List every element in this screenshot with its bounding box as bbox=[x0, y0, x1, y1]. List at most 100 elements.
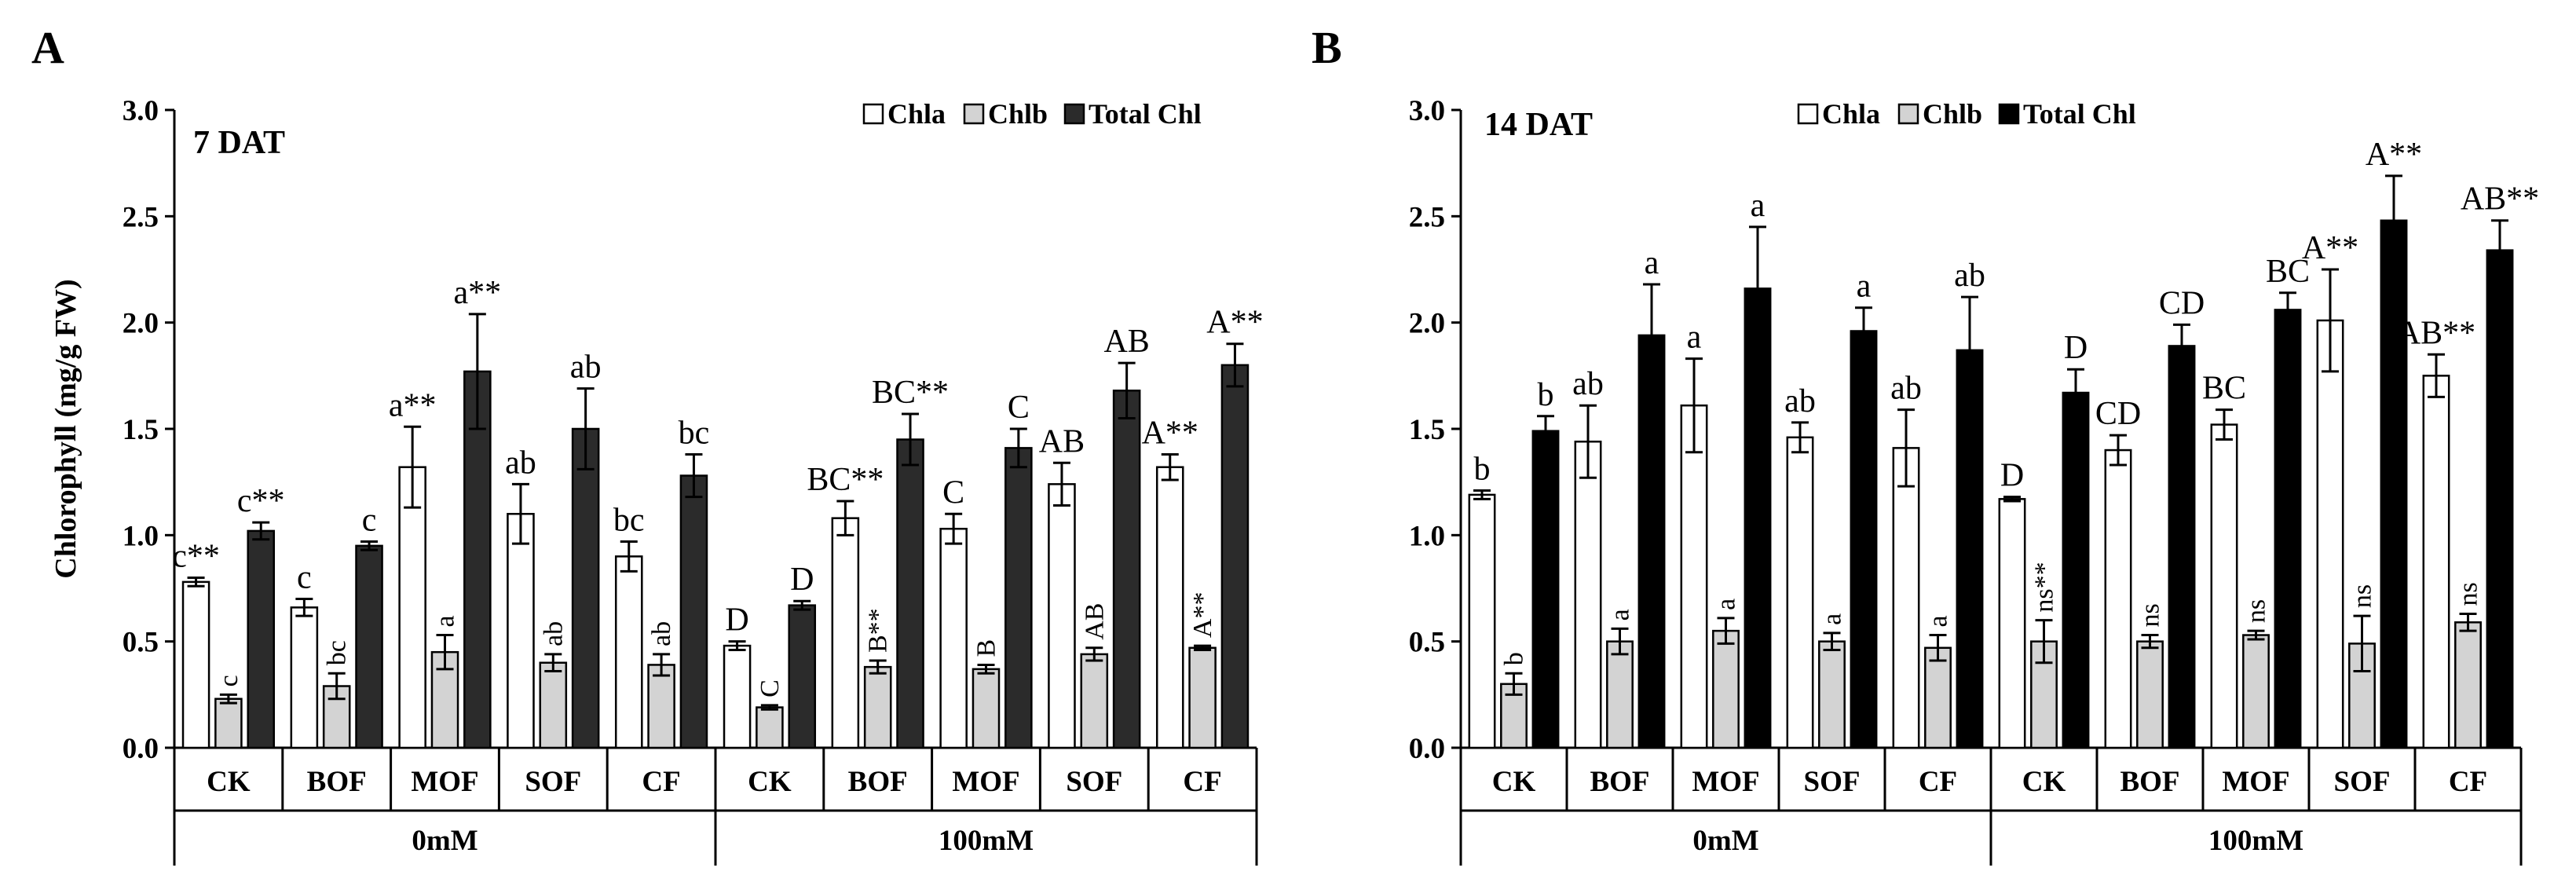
panel-b-bar-chlb bbox=[1924, 646, 1952, 749]
panel-b-significance-label: CD bbox=[2095, 396, 2141, 432]
panel-b-bar-total-chl bbox=[2380, 219, 2408, 749]
panel-b-legend-label-chlb: Chlb bbox=[1923, 98, 1982, 130]
panel-b-y-tick-label: 1.0 bbox=[1409, 520, 1445, 552]
panel-b-bar-chla bbox=[1786, 436, 1814, 749]
panel-a-bar-chlb bbox=[971, 668, 1001, 749]
panel-b-significance-label: D bbox=[2000, 458, 2024, 494]
panel-a-y-tick-label: 3.0 bbox=[123, 95, 159, 127]
panel-a-category-label: SOF bbox=[525, 766, 581, 798]
panel-b-significance-label: ns bbox=[2454, 582, 2483, 606]
panel-b-significance-label: ns bbox=[2348, 584, 2377, 608]
panel-a-significance-label: AB bbox=[1080, 603, 1109, 640]
panel-a-category-label: SOF bbox=[1066, 766, 1122, 798]
panel-b-bar-chla bbox=[2316, 319, 2344, 749]
panel-b-bar-chla bbox=[1892, 447, 1920, 749]
panel-a-category-label: MOF bbox=[952, 766, 1019, 798]
panel-a-significance-label: bc bbox=[323, 640, 352, 665]
panel-a-bar-total-chl bbox=[355, 544, 383, 749]
panel-b-significance-label: a bbox=[1924, 615, 1953, 627]
panel-a-bar-total-chl bbox=[247, 529, 276, 749]
panel-b-y-tick-label: 3.0 bbox=[1409, 95, 1445, 127]
panel-a-bar-chlb bbox=[539, 661, 568, 749]
panel-b-significance-label: BC bbox=[2266, 254, 2310, 290]
panel-b-significance-label: a bbox=[1857, 269, 1872, 305]
panel-b-bar-chlb bbox=[2242, 634, 2270, 749]
panel-a-bar-total-chl bbox=[788, 604, 817, 749]
panel-a-y-tick-label: 0.0 bbox=[123, 733, 159, 765]
panel-a-category-label: CF bbox=[642, 766, 680, 798]
panel-a-significance-label: a** bbox=[389, 387, 437, 423]
panel-a-bar-chlb bbox=[863, 665, 892, 749]
panel-a-bar-chlb bbox=[647, 664, 675, 749]
panel-b-group-label: 0mM bbox=[1692, 825, 1758, 857]
panel-b-significance-label: b bbox=[1474, 451, 1491, 487]
panel-b-y-tick-label: 2.5 bbox=[1409, 201, 1445, 233]
panel-b-significance-label: ns bbox=[2242, 599, 2271, 623]
panel-a-group-label: 100mM bbox=[939, 825, 1034, 857]
panel-a-legend-swatch-total bbox=[1063, 103, 1085, 125]
panel-a-significance-label: B bbox=[972, 639, 1001, 657]
panel-b-significance-label: a bbox=[1687, 320, 1702, 356]
panel-b-category-label: SOF bbox=[1804, 766, 1861, 798]
panel-b-y-tick-label: 2.0 bbox=[1409, 308, 1445, 340]
panel-b-significance-label: D bbox=[2064, 330, 2088, 366]
panel-b-significance-label: a bbox=[1606, 609, 1635, 621]
panel-a-bar-chlb bbox=[1080, 653, 1109, 749]
panel-a-category-label: BOF bbox=[848, 766, 908, 798]
panel-a-category-label: CF bbox=[1183, 766, 1221, 798]
panel-a-significance-label: AB bbox=[1103, 324, 1149, 360]
panel-a-category-label: BOF bbox=[307, 766, 367, 798]
panel-a-legend-swatch-chlb bbox=[963, 103, 985, 125]
panel-a-significance-label: bc bbox=[613, 502, 645, 538]
panel-a-bar-total-chl bbox=[679, 474, 708, 749]
panel-b-category-label: MOF bbox=[1692, 766, 1759, 798]
panel-a-bar-chla bbox=[181, 580, 210, 749]
panel-a-bar-total-chl bbox=[1220, 364, 1250, 749]
panel-b-significance-label: a bbox=[1818, 613, 1847, 625]
panel-b-bar-chla bbox=[2210, 423, 2238, 749]
panel-b-category-label: BOF bbox=[2120, 766, 2179, 798]
panel-b-significance-label: ns** bbox=[2030, 562, 2059, 612]
panel-b-bar-chlb bbox=[1606, 640, 1634, 749]
panel-b-significance-label: ab bbox=[1954, 258, 1985, 294]
panel-a-legend-label-chlb: Chlb bbox=[988, 98, 1048, 130]
panel-a-bar-chlb bbox=[214, 697, 243, 749]
panel-a-bar-chla bbox=[939, 527, 968, 749]
panel-b-category-label: CF bbox=[2449, 766, 2487, 798]
panel-a-significance-label: D bbox=[790, 562, 814, 598]
panel-b-bar-chla bbox=[1998, 498, 2026, 749]
panel-a-significance-label: c** bbox=[237, 483, 285, 519]
panel-b-bar-total-chl bbox=[1956, 349, 1984, 749]
panel-b-bar-chla bbox=[1468, 493, 1496, 749]
panel-b-bar-total-chl bbox=[1744, 287, 1772, 749]
panel-a-significance-label: C bbox=[756, 679, 785, 697]
panel-a-bar-chla bbox=[1048, 483, 1076, 749]
panel-a-significance-label: c bbox=[297, 560, 312, 596]
panel-b-bar-chla bbox=[2422, 375, 2450, 749]
panel-a-y-axis-label: Chlorophyll (mg/g FW) bbox=[49, 279, 82, 578]
panel-a-y-tick-label: 0.5 bbox=[123, 627, 159, 659]
panel-b-category-label: CK bbox=[1492, 766, 1536, 798]
panel-a-significance-label: BC** bbox=[872, 375, 949, 411]
panel-b-category-label: BOF bbox=[1590, 766, 1649, 798]
panel-a-significance-label: D bbox=[725, 602, 748, 639]
panel-b-significance-label: b bbox=[1500, 652, 1529, 665]
panel-a-significance-label: c bbox=[214, 675, 243, 686]
panel-a-significance-label: c bbox=[362, 502, 377, 538]
panel-b-significance-label: ns bbox=[2136, 603, 2165, 627]
panel-b-legend-label-total: Total Chl bbox=[2023, 98, 2136, 130]
panel-a: A 0.0 0.5 1.0 1.5 2.0 2.5 3.0 Chlorophyll (mg/g … bbox=[31, 22, 1264, 866]
panel-b-significance-label: ab bbox=[1784, 383, 1816, 419]
panel-a-category-label: MOF bbox=[411, 766, 478, 798]
panel-b-y-tick-label: 1.5 bbox=[1409, 414, 1445, 446]
panel-a-significance-label: C bbox=[1008, 390, 1030, 426]
panel-a-y-tick-label: 2.0 bbox=[123, 308, 159, 340]
panel-a-significance-label: BC** bbox=[807, 462, 884, 498]
panel-b-significance-label: AB** bbox=[2397, 315, 2475, 351]
panel-b-significance-label: ab bbox=[1572, 366, 1604, 402]
panel-a-bar-total-chl bbox=[1112, 390, 1141, 749]
panel-a-bar-chla bbox=[723, 644, 752, 749]
panel-b-legend-swatch-chlb bbox=[1897, 103, 1919, 125]
panel-b-category-label: SOF bbox=[2334, 766, 2391, 798]
